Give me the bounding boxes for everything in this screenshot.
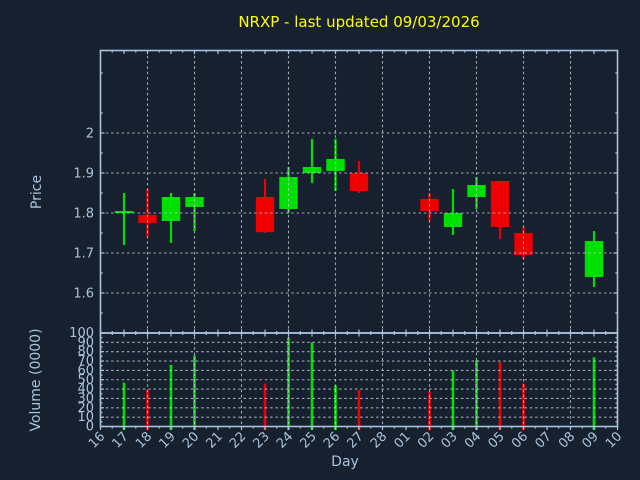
day-axis-label: Day [331, 454, 359, 470]
day-tick-label: 18 [133, 429, 155, 451]
day-tick-label: 04 [462, 429, 484, 451]
day-tick-label: 01 [392, 429, 414, 451]
day-tick-label: 20 [180, 429, 202, 451]
volume-tick-label: 20 [77, 401, 94, 416]
candle-wick-20 [193, 193, 196, 231]
volume-bar-24 [287, 337, 290, 430]
candle-up-19 [161, 197, 181, 221]
volume-bar-25 [310, 342, 314, 430]
day-tick-label: 06 [509, 429, 531, 451]
day-tick-label: 07 [533, 429, 555, 451]
candle-wick-17 [122, 193, 126, 245]
day-tick-label: 08 [556, 429, 578, 451]
volume-bar-23 [263, 383, 267, 430]
candle-up-04 [467, 185, 486, 197]
volume-tick-label: 90 [77, 335, 94, 350]
volume-bar-03 [451, 370, 455, 430]
volume-bar-27 [357, 390, 361, 430]
price-axis-label: Price [29, 174, 45, 210]
day-tick-label: 26 [321, 429, 343, 451]
volume-bar-18 [146, 390, 149, 430]
price-tick-label: 1.6 [73, 287, 94, 302]
candle-up-09 [584, 241, 604, 277]
day-tick-label: 24 [274, 429, 296, 451]
price-tick-label: 2 [86, 127, 94, 142]
day-tick-label: 22 [227, 429, 249, 451]
day-tick-label: 03 [439, 429, 461, 451]
day-tick-label: 21 [204, 429, 226, 451]
candle-up-26 [326, 159, 345, 171]
candle-up-24 [279, 177, 298, 209]
candle-up-20 [185, 197, 204, 207]
volume-bar-17 [122, 382, 126, 430]
candle-down-06 [514, 233, 533, 255]
volume-bar-19 [169, 364, 173, 430]
candle-wick-25 [310, 139, 314, 183]
price-tick-label: 1.7 [73, 247, 94, 262]
volume-tick-label: 40 [77, 382, 94, 397]
volume-tick-label: 50 [77, 373, 94, 388]
candle-down-05 [490, 181, 510, 227]
candle-up-17 [114, 211, 134, 213]
volume-tick-label: 60 [77, 363, 94, 378]
day-tick-label: 28 [368, 429, 390, 451]
volume-tick-label: 100 [69, 326, 94, 341]
chart-title: NRXP - last updated 09/03/2026 [238, 13, 480, 31]
day-tick-label: 05 [486, 429, 508, 451]
volume-axis-label: Volume (0000) [28, 328, 44, 432]
day-tick-label: 17 [110, 429, 132, 451]
day-tick-label: 19 [157, 429, 179, 451]
volume-tick-label: 0 [86, 420, 94, 435]
candle-down-18 [138, 215, 157, 223]
day-tick-label: 09 [580, 429, 602, 451]
volume-tick-label: 80 [77, 345, 94, 360]
volume-bar-20 [193, 355, 196, 430]
volume-tick-label: 70 [77, 354, 94, 369]
day-tick-label: 27 [345, 429, 367, 451]
volume-bar-09 [592, 357, 596, 430]
volume-bar-05 [498, 361, 502, 430]
day-tick-label: 23 [251, 429, 273, 451]
day-tick-label: 10 [603, 429, 625, 451]
candle-up-03 [443, 213, 463, 227]
candle-wick-18 [146, 189, 149, 237]
candle-down-27 [349, 173, 369, 191]
price-tick-label: 1.9 [73, 167, 94, 182]
day-tick-label: 25 [298, 429, 320, 451]
volume-tick-label: 30 [77, 391, 94, 406]
day-tick-label: 02 [415, 429, 437, 451]
candle-wick-03 [451, 189, 455, 235]
candle-up-25 [302, 167, 322, 173]
price-tick-label: 1.8 [73, 207, 94, 222]
candle-down-23 [255, 197, 275, 233]
volume-tick-label: 10 [77, 410, 94, 425]
